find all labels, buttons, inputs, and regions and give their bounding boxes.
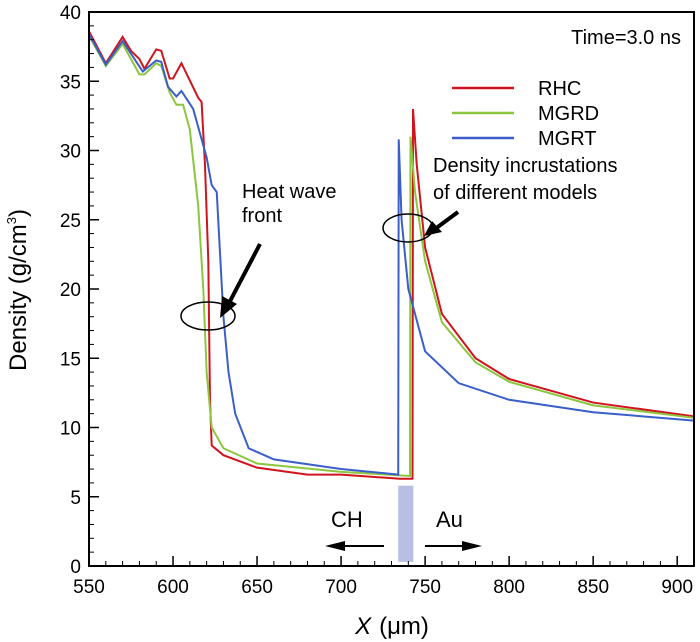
y-tick-label: 40 [60,3,81,24]
ch-label: CH [331,507,363,532]
x-tick-label: 900 [661,577,693,598]
heat-wave-arrow [220,243,262,318]
heat-wave-label-1: Heat wave [242,181,337,203]
incrustation-arrow [424,210,460,236]
legend-label-mgrd: MGRD [538,103,599,125]
y-tick-label: 30 [60,142,81,163]
heat-wave-label-2: front [242,205,282,227]
y-tick-label: 10 [60,419,81,440]
x-tick-label: 650 [241,577,273,598]
series-line-mgrt [88,33,695,476]
y-tick-label: 35 [60,72,81,93]
legend-label-mgrt: MGRT [538,128,597,150]
x-axis-var: X [354,613,372,640]
y-tick-label: 25 [60,211,81,232]
heat-wave-ellipse [180,301,236,331]
y-axis-text: Density (g/cm [5,224,32,371]
y-tick-label: 15 [60,349,81,370]
au-arrow [425,541,482,551]
interface-band [398,485,414,562]
x-tick-label: 700 [325,577,357,598]
ch-arrow [325,541,384,551]
svg-text:X(μm): X (μm) [354,613,429,640]
y-axis-close: ) [5,209,32,217]
chart-title: Time=3.0 ns [571,27,681,49]
x-axis-label: X (μm) [354,613,429,640]
series-line-mgrd [88,35,695,478]
y-tick-label: 20 [60,280,81,301]
x-tick-label: 750 [409,577,441,598]
legend-label-rhc: RHC [538,78,581,100]
incrustation-label-2: of different models [433,182,597,204]
y-tick-label: 5 [70,488,81,509]
x-axis-unit: (μm) [379,613,429,640]
x-tick-label: 550 [73,577,105,598]
y-axis-sup: 3 [4,217,19,224]
x-tick-label: 850 [577,577,609,598]
x-tick-label: 600 [157,577,189,598]
y-axis-label: Density (g/cm3) [4,209,32,371]
plot-frame [88,11,695,567]
series-line-rhc [88,30,695,480]
au-label: Au [436,507,463,532]
incrustation-label-1: Density incrustations [433,155,618,177]
x-tick-label: 800 [493,577,525,598]
incrustation-ellipse [382,213,434,243]
y-tick-label: 0 [70,557,81,578]
svg-text:Density (g/cm3): Density (g/cm3) [4,209,32,371]
